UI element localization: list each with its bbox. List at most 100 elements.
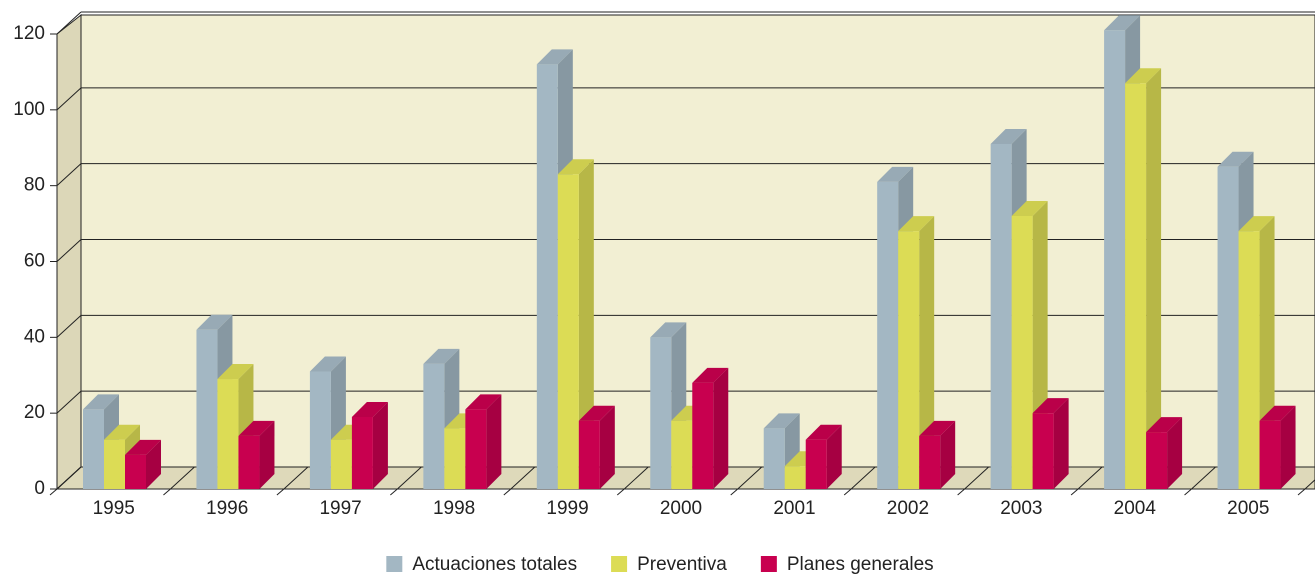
bar-top: [877, 166, 914, 182]
x-tick: [163, 488, 171, 496]
x-tick-label: 1997: [319, 498, 361, 519]
bar-top: [805, 424, 842, 440]
x-tick: [276, 488, 285, 496]
bar: [578, 420, 600, 489]
x-tick: [1297, 488, 1306, 496]
bar: [217, 379, 239, 489]
bar: [805, 439, 827, 489]
bar-side: [713, 367, 729, 489]
bar-top: [309, 356, 346, 372]
bar-top: [83, 394, 119, 410]
grid-line: [56, 239, 82, 262]
bar-side: [599, 405, 615, 489]
bar-side: [919, 216, 935, 489]
legend-swatch: [611, 556, 628, 572]
bar: [444, 428, 466, 489]
bar: [330, 439, 352, 489]
legend-label: Actuaciones totales: [412, 554, 577, 575]
bar: [196, 329, 218, 489]
bar: [104, 439, 125, 489]
bar-top: [919, 420, 956, 436]
y-tick-label: 20: [24, 402, 45, 423]
bar: [1104, 30, 1126, 489]
y-tick-label: 80: [24, 175, 45, 196]
bar-top: [1032, 398, 1069, 414]
bar-top: [578, 405, 615, 421]
y-tick-label: 100: [13, 99, 45, 120]
x-tick-label: 1999: [546, 498, 588, 519]
y-tick-label: 0: [34, 478, 45, 499]
x-tick-label: 2000: [660, 498, 702, 519]
bar-side: [1167, 417, 1183, 489]
x-tick: [1184, 488, 1192, 496]
bar-top: [1217, 151, 1254, 167]
legend-swatch: [386, 556, 403, 572]
bar: [465, 409, 487, 489]
bar-top: [351, 401, 388, 417]
bar: [671, 420, 693, 489]
grid-line: [56, 390, 82, 414]
bar: [784, 466, 806, 489]
legend-label: Planes generales: [787, 554, 934, 575]
bar: [238, 435, 260, 489]
bar-top: [1104, 15, 1141, 31]
bar-top: [557, 159, 594, 175]
bar-top: [1125, 68, 1162, 84]
bar-top: [196, 314, 233, 330]
bar-side: [940, 420, 956, 489]
x-tick: [843, 488, 852, 496]
floor-divider: [964, 466, 989, 490]
x-tick-label: 2001: [773, 498, 815, 519]
bar: [763, 428, 785, 489]
bar-side: [259, 420, 275, 489]
bar-top: [990, 128, 1027, 144]
floor-divider: [283, 466, 309, 490]
bar: [1011, 216, 1033, 489]
bar-side: [1280, 405, 1296, 489]
floor-divider: [397, 466, 422, 490]
x-tick-label: 2002: [887, 498, 929, 519]
bar: [1032, 413, 1054, 489]
bar: [898, 231, 920, 489]
x-tick-label: 2005: [1227, 498, 1269, 519]
bar-top: [692, 367, 729, 383]
bar: [83, 409, 104, 489]
floor-divider: [170, 466, 195, 490]
bar: [1217, 166, 1239, 490]
grid-line: [56, 314, 82, 338]
bar: [919, 435, 941, 489]
x-tick: [616, 488, 625, 496]
floor-divider: [510, 466, 536, 490]
bar-top: [763, 413, 800, 429]
x-tick: [730, 488, 739, 496]
bar: [423, 363, 445, 489]
bar: [692, 382, 714, 489]
bar-top: [1011, 201, 1048, 216]
floor-divider: [737, 466, 763, 490]
bar-top: [238, 420, 275, 436]
bar-side: [486, 394, 502, 489]
y-tick-label: 40: [24, 326, 45, 347]
floor-divider: [1191, 466, 1216, 490]
bar-top: [536, 49, 573, 65]
bar-side: [826, 424, 842, 489]
bar: [557, 174, 579, 489]
grid-line: [56, 11, 82, 35]
floor-divider: [56, 466, 82, 490]
legend-label: Preventiva: [637, 554, 727, 575]
bar: [990, 143, 1012, 490]
bar-top: [465, 394, 502, 410]
bar-side: [578, 159, 594, 489]
bar: [1259, 420, 1281, 489]
y-tick-label: 120: [13, 23, 45, 44]
bar-top: [125, 439, 161, 455]
bar-top: [1259, 405, 1296, 421]
bar: [309, 371, 331, 489]
grid-line: [56, 163, 82, 187]
x-tick-label: 2003: [1000, 498, 1042, 519]
bar: [536, 64, 558, 489]
bar: [351, 416, 373, 489]
grid-line: [56, 87, 82, 111]
bar: [1125, 83, 1147, 490]
